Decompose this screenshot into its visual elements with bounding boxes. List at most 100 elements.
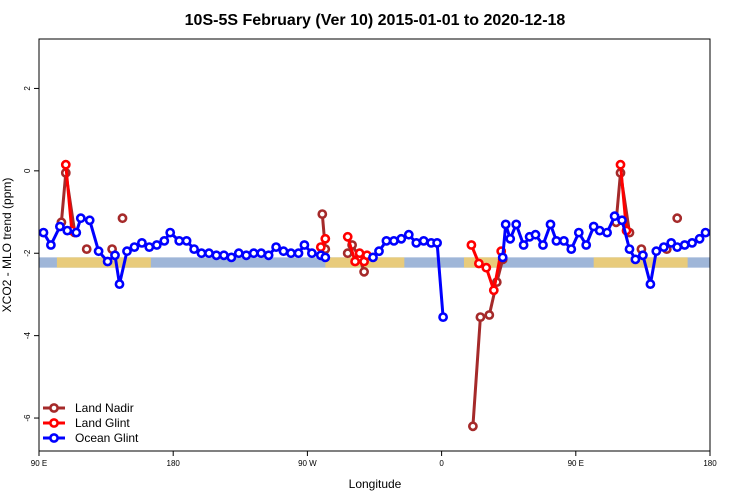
legend-label: Ocean Glint (75, 431, 139, 445)
data-point (75, 213, 86, 224)
data-point (381, 235, 392, 246)
x-tick-label: 180 (703, 459, 717, 468)
data-point (144, 242, 155, 252)
legend-marker (49, 418, 59, 428)
data-point (374, 246, 384, 257)
x-tick-label: 90 W (298, 459, 317, 468)
data-point (432, 237, 442, 248)
data-point (403, 229, 414, 240)
data-point (545, 219, 556, 230)
data-point (530, 229, 541, 240)
x-tick-label: 0 (439, 459, 444, 468)
y-tick-label: -6 (23, 414, 32, 422)
chart-title: 10S-5S February (Ver 10) 2015-01-01 to 2… (185, 12, 566, 29)
data-point (114, 279, 125, 289)
data-point (81, 244, 92, 254)
y-tick-label: -2 (23, 249, 32, 257)
data-point (551, 235, 562, 246)
data-point (488, 285, 499, 296)
data-point (293, 248, 304, 259)
data-point (511, 219, 522, 230)
data-point (286, 248, 296, 259)
data-point (317, 209, 328, 219)
legend-marker (49, 403, 59, 413)
x-tick-label: 180 (167, 459, 181, 468)
y-tick-label: 0 (23, 168, 32, 173)
data-point (117, 213, 128, 224)
data-point (84, 215, 95, 226)
data-point (196, 248, 207, 259)
data-point (278, 246, 289, 257)
data-point (497, 252, 508, 263)
data-point (299, 240, 310, 250)
data-point (211, 250, 222, 261)
y-axis-label: XCO2 - MLO trend (ppm) (0, 178, 14, 313)
data-point (566, 244, 577, 254)
data-point (484, 310, 495, 320)
x-axis: 90 E 180 90 W 0 90 E 180 (31, 451, 717, 468)
data-point (60, 159, 71, 170)
data-point (672, 213, 683, 224)
plot-area (38, 159, 711, 432)
data-point (658, 242, 669, 252)
data-point (473, 258, 484, 269)
data-point (396, 233, 407, 244)
data-point (411, 237, 422, 248)
data-point (102, 256, 113, 267)
data-point (559, 235, 569, 246)
data-point (359, 266, 369, 277)
y-tick-label: 2 (23, 86, 32, 91)
data-point (55, 221, 65, 232)
data-point (320, 233, 331, 244)
data-point (630, 254, 641, 265)
data-point (93, 246, 104, 257)
data-point (271, 242, 281, 252)
data-point (694, 233, 705, 244)
series-land-nadir (56, 167, 683, 432)
data-point (368, 252, 378, 263)
land-segment (593, 257, 688, 268)
data-point (518, 240, 529, 250)
data-point (350, 256, 360, 267)
data-point (233, 248, 244, 259)
y-axis: 2 0 -2 -4 -6 (23, 86, 39, 422)
data-point (38, 227, 49, 238)
data-point (466, 240, 477, 250)
data-point (122, 246, 132, 257)
legend-marker (49, 433, 59, 443)
legend-label: Land Glint (75, 416, 130, 430)
x-axis-label: Longitude (349, 477, 402, 491)
data-point (687, 237, 697, 248)
data-point (159, 235, 170, 246)
data-point (110, 250, 120, 261)
data-point (46, 240, 56, 250)
data-point (129, 242, 140, 252)
data-point (615, 159, 626, 170)
data-point (505, 233, 516, 244)
data-point (418, 235, 429, 246)
data-point (226, 252, 237, 263)
data-point (573, 227, 584, 238)
data-point (315, 242, 326, 252)
data-point (581, 240, 592, 250)
data-point (248, 248, 259, 259)
data-point (594, 225, 605, 236)
data-point (481, 262, 492, 273)
data-point (320, 252, 331, 263)
plot-frame (38, 38, 711, 452)
data-point (71, 227, 82, 238)
data-point (500, 219, 511, 230)
data-point (651, 246, 662, 257)
series-ocean-glint (38, 211, 711, 322)
data-point (62, 225, 73, 236)
data-point (645, 279, 656, 289)
data-point (700, 227, 711, 238)
data-point (218, 250, 229, 261)
data-point (136, 237, 147, 248)
data-point (467, 421, 478, 432)
data-point (617, 215, 627, 226)
x-tick-label: 90 E (568, 459, 584, 468)
data-point (438, 312, 448, 322)
